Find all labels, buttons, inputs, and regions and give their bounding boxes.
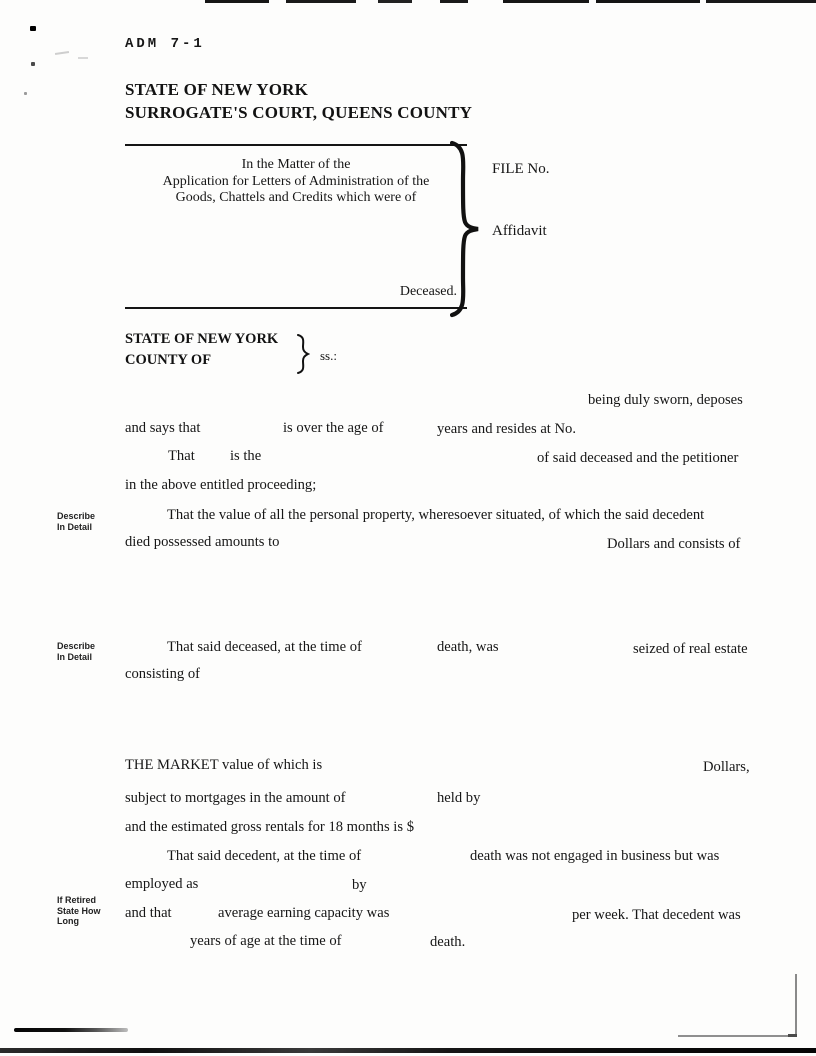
- body-seized-real-estate: seized of real estate: [633, 641, 748, 657]
- body-entitled-proceeding: in the above entitled proceeding;: [125, 477, 317, 493]
- body-average-earning: average earning capacity was: [218, 905, 390, 921]
- scan-artifact-top-dash: [378, 0, 412, 3]
- body-dollars-consists: Dollars and consists of: [607, 536, 741, 552]
- body-years-of-age: years of age at the time of: [190, 933, 342, 949]
- scan-artifact-top-dash: [503, 0, 589, 3]
- file-no-label: FILE No.: [492, 161, 550, 177]
- caption-brace: [450, 140, 479, 318]
- scan-artifact-speck: [30, 26, 36, 31]
- body-employed-as: employed as: [125, 876, 199, 892]
- scan-artifact-speck: [24, 92, 27, 95]
- deceased-label: Deceased.: [399, 284, 457, 299]
- form-number: ADM 7-1: [125, 36, 205, 52]
- caption-box-bottom-rule: [125, 307, 467, 310]
- caption-line-2: Application for Letters of Administratio…: [162, 173, 430, 189]
- body-decedent-time-of: That said decedent, at the time of: [167, 848, 362, 864]
- body-death-was: death, was: [437, 639, 499, 655]
- margin-note-describe-2: Describe In Detail: [57, 641, 95, 662]
- body-not-engaged-business: death was not engaged in business but wa…: [470, 848, 720, 864]
- body-consisting-of: consisting of: [125, 666, 200, 682]
- scan-artifact-smudge: [54, 51, 70, 55]
- body-deceased-time-of: That said deceased, at the time of: [167, 639, 362, 655]
- venue-brace: [297, 334, 310, 374]
- margin-note-line: In Detail: [57, 651, 93, 662]
- caption-box-text: In the Matter of the Application for Let…: [125, 157, 467, 207]
- body-of-said-deceased: of said deceased and the petitioner: [537, 450, 739, 466]
- scan-artifact-speck: [31, 62, 35, 66]
- margin-note-if-retired: If Retired State How Long: [57, 895, 101, 927]
- scan-artifact-corner-hline: [678, 1035, 796, 1037]
- body-and-that: and that: [125, 905, 172, 921]
- body-market-value: THE MARKET value of which is: [125, 757, 323, 773]
- scan-artifact-corner-vline: [795, 974, 797, 1037]
- body-gross-rentals: and the estimated gross rentals for 18 m…: [125, 819, 414, 835]
- margin-note-line: In Detail: [57, 521, 93, 532]
- caption-line-1: In the Matter of the: [241, 157, 351, 172]
- court-header-court: SURROGATE'S COURT, QUEENS COUNTY: [125, 103, 473, 122]
- body-is-the: is the: [230, 448, 262, 464]
- margin-note-line: Describe: [57, 641, 96, 651]
- body-death-period: death.: [430, 934, 466, 950]
- body-dollars: Dollars,: [703, 759, 750, 775]
- body-sworn-deposes: being duly sworn, deposes: [588, 392, 743, 408]
- scan-artifact-top-dash: [706, 0, 816, 3]
- margin-note-line: State How: [57, 905, 101, 916]
- affidavit-title: Affidavit: [492, 223, 547, 239]
- court-header-state: STATE OF NEW YORK: [125, 80, 309, 99]
- body-by: by: [352, 877, 367, 893]
- body-and-says-that: and says that: [125, 420, 201, 436]
- body-years-resides: years and resides at No.: [437, 421, 576, 437]
- venue-state: STATE OF NEW YORK: [125, 331, 279, 347]
- caption-box-top-rule: [125, 144, 467, 147]
- venue-county: COUNTY OF: [125, 352, 212, 368]
- body-over-age-of: is over the age of: [283, 420, 384, 436]
- caption-line-3: Goods, Chattels and Credits which were o…: [175, 190, 417, 205]
- margin-note-line: Describe: [57, 511, 96, 521]
- scan-artifact-top-dash: [205, 0, 269, 3]
- body-died-possessed: died possessed amounts to: [125, 534, 280, 550]
- scan-artifact-top-dash: [440, 0, 468, 3]
- venue-ss-label: ss.:: [320, 348, 337, 363]
- body-that: That: [168, 448, 195, 464]
- margin-note-line: If Retired: [57, 895, 97, 905]
- scan-artifact-bottom-bar: [0, 1048, 816, 1053]
- body-value-personal-property: That the value of all the personal prope…: [167, 507, 705, 523]
- scan-artifact-corner-dark: [788, 1034, 797, 1037]
- scan-artifact-top-dash: [596, 0, 700, 3]
- scan-artifact-smudge: [78, 57, 88, 59]
- scan-artifact-bottom-left-stroke: [14, 1028, 128, 1032]
- body-subject-mortgages: subject to mortgages in the amount of: [125, 790, 346, 806]
- margin-note-describe-1: Describe In Detail: [57, 511, 95, 532]
- margin-note-line: Long: [57, 916, 79, 926]
- scan-artifact-top-dash: [286, 0, 356, 3]
- body-per-week: per week. That decedent was: [572, 907, 741, 923]
- body-held-by: held by: [437, 790, 481, 806]
